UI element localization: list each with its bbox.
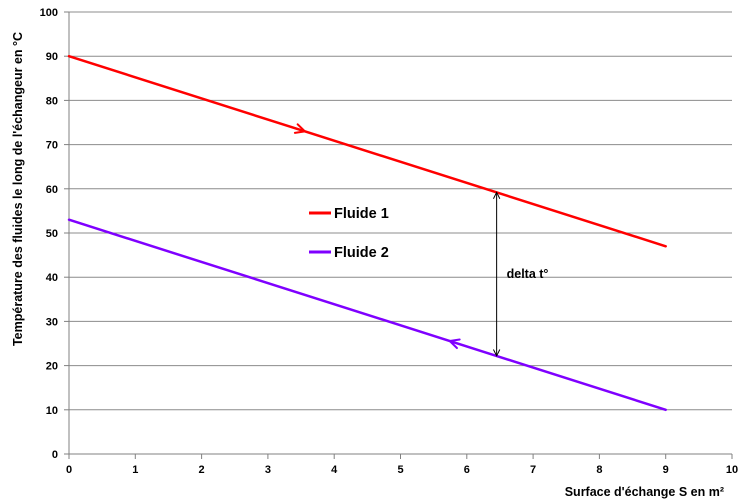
series-fluide-2-line bbox=[67, 218, 667, 412]
x-axis-label: Surface d'échange S en m² bbox=[565, 485, 724, 499]
y-tick-label-100: 100 bbox=[40, 7, 58, 19]
y-tick-label-50: 50 bbox=[46, 228, 58, 240]
x-tick-label-4: 4 bbox=[331, 464, 338, 476]
y-tick-label-40: 40 bbox=[46, 272, 58, 284]
legend: Fluide 1 Fluide 2 bbox=[309, 206, 389, 261]
delta-annotation: delta t° bbox=[497, 192, 549, 356]
y-tick-label-10: 10 bbox=[46, 405, 58, 417]
series-fluide-2-flow-arrow bbox=[448, 338, 461, 350]
x-tick-label-3: 3 bbox=[265, 464, 271, 476]
y-tick-label-30: 30 bbox=[46, 316, 58, 328]
delta-label: delta t° bbox=[507, 267, 549, 281]
gridlines bbox=[69, 11, 732, 411]
y-tick-label-70: 70 bbox=[46, 140, 58, 152]
x-tick-label-9: 9 bbox=[663, 464, 669, 476]
y-tick-label-20: 20 bbox=[46, 361, 58, 373]
series-lines bbox=[67, 54, 667, 412]
x-tick-label-2: 2 bbox=[199, 464, 205, 476]
y-tick-label-60: 60 bbox=[46, 184, 58, 196]
x-tick-label-8: 8 bbox=[596, 464, 602, 476]
x-tick-label-7: 7 bbox=[530, 464, 536, 476]
x-tick-label-10: 10 bbox=[726, 464, 738, 476]
y-tick-label-0: 0 bbox=[52, 449, 58, 461]
y-tick-label-80: 80 bbox=[46, 95, 58, 107]
legend-label-fluide-1: Fluide 1 bbox=[334, 206, 389, 222]
legend-label-fluide-2: Fluide 2 bbox=[334, 245, 389, 261]
y-axis-label: Température des fluides le long de l'éch… bbox=[11, 32, 25, 346]
series-fluide-1-flow-arrow bbox=[293, 123, 306, 134]
x-tick-label-0: 0 bbox=[66, 464, 72, 476]
x-tick-label-1: 1 bbox=[132, 464, 138, 476]
y-tick-label-90: 90 bbox=[46, 51, 58, 63]
axes bbox=[64, 11, 733, 459]
series-fluide-1-line bbox=[67, 54, 667, 248]
x-tick-label-5: 5 bbox=[397, 464, 403, 476]
x-tick-label-6: 6 bbox=[464, 464, 470, 476]
y-tick-labels: 0 10 20 30 40 50 60 70 80 90 100 bbox=[40, 7, 58, 461]
x-tick-labels: 0 1 2 3 4 5 6 7 8 9 10 bbox=[66, 464, 738, 476]
